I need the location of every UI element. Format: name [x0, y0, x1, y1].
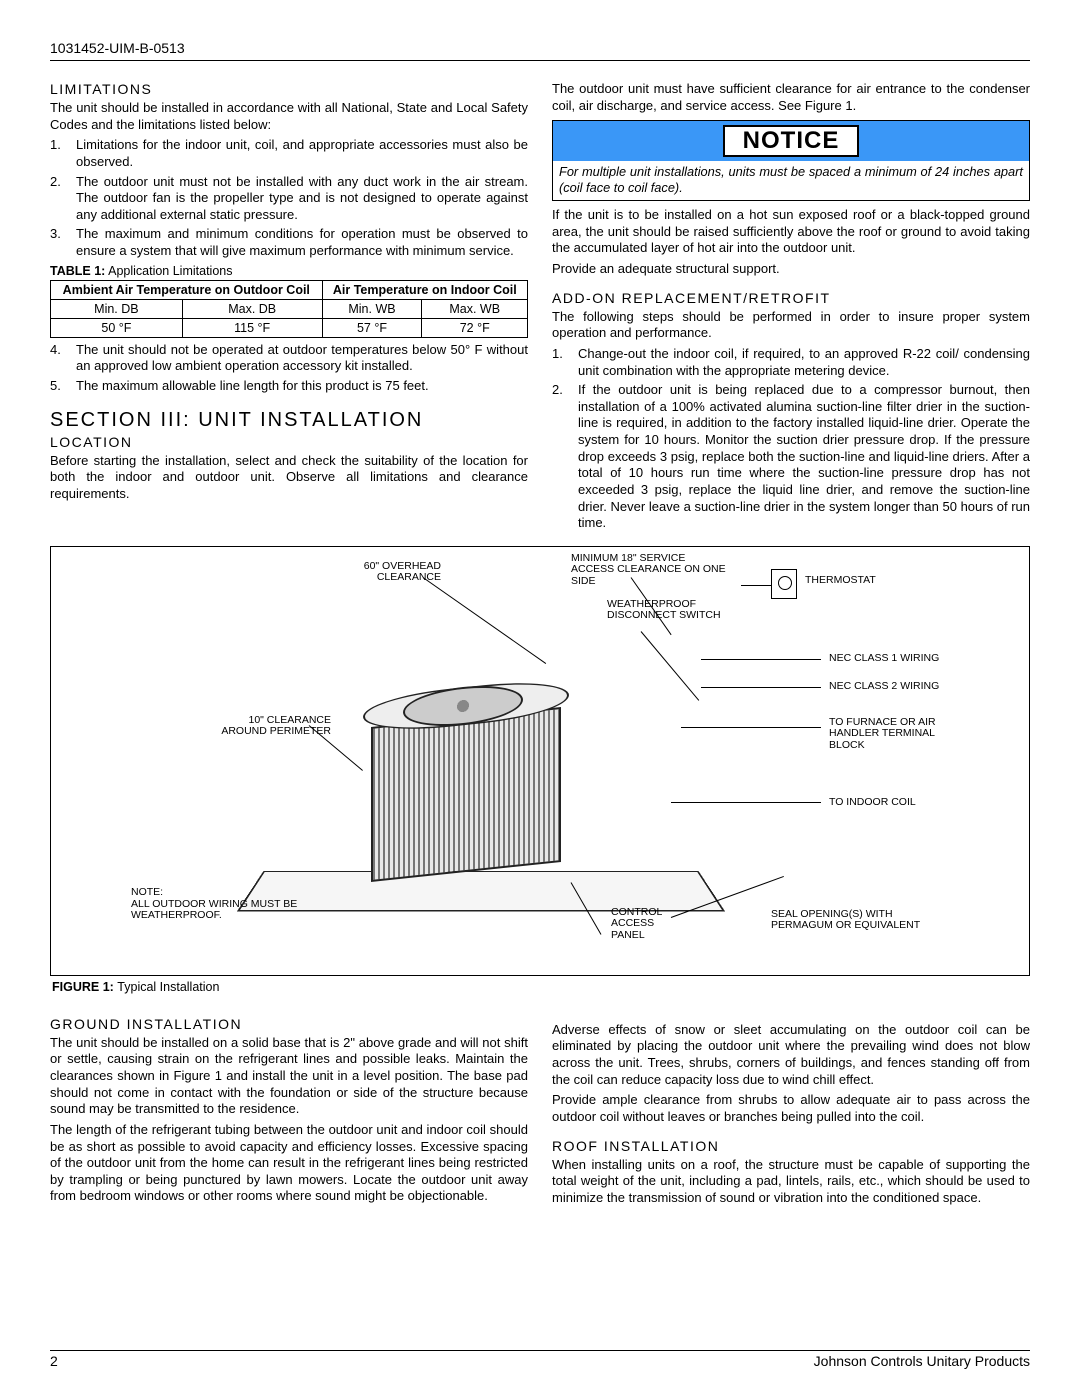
addon-list: 1.Change-out the indoor coil, if require…: [552, 346, 1030, 532]
adverse-p2: Provide ample clearance from shrubs to a…: [552, 1092, 1030, 1125]
figure-1: 60" OVERHEAD CLEARANCE MINIMUM 18" SERVI…: [50, 546, 1030, 976]
footer-company: Johnson Controls Unitary Products: [814, 1353, 1030, 1369]
li-text: Limitations for the indoor unit, coil, a…: [76, 137, 528, 169]
list-item: 1.Change-out the indoor coil, if require…: [576, 346, 1030, 379]
label-thermostat: THERMOSTAT: [805, 575, 876, 587]
label-control: CONTROL ACCESS PANEL: [611, 907, 681, 942]
notice-box: NOTICE For multiple unit installations, …: [552, 120, 1030, 201]
notice-text: For multiple unit installations, units m…: [553, 161, 1029, 200]
list-item: 4.The unit should not be operated at out…: [74, 342, 528, 375]
col-label: Min. DB: [51, 299, 183, 318]
label-nec2: NEC CLASS 2 WIRING: [829, 681, 939, 693]
li-text: The unit should not be operated at outdo…: [76, 342, 528, 374]
thermostat-icon: [771, 569, 797, 599]
label-perimeter: 10" CLEARANCE AROUND PERIMETER: [211, 715, 331, 738]
after-notice2: Provide an adequate structural support.: [552, 261, 1030, 278]
location-text: Before starting the installation, select…: [50, 453, 528, 503]
limitations-head: LIMITATIONS: [50, 81, 528, 97]
label-disconnect: WEATHERPROOF DISCONNECT SWITCH: [607, 599, 727, 622]
page-number: 2: [50, 1353, 58, 1369]
right-intro: The outdoor unit must have sufficient cl…: [552, 81, 1030, 114]
section3-head: SECTION III: UNIT INSTALLATION: [50, 409, 528, 432]
th-outdoor: Ambient Air Temperature on Outdoor Coil: [51, 280, 323, 299]
limitations-table: Ambient Air Temperature on Outdoor Coil …: [50, 280, 528, 338]
limitations-list: 1.Limitations for the indoor unit, coil,…: [50, 137, 528, 259]
label-service: MINIMUM 18" SERVICE ACCESS CLEARANCE ON …: [571, 553, 726, 588]
top-columns: LIMITATIONS The unit should be installed…: [50, 69, 1030, 536]
unit-body-shape: [371, 707, 561, 882]
roof-head: ROOF INSTALLATION: [552, 1138, 1030, 1154]
ground-p1: The unit should be installed on a solid …: [50, 1035, 528, 1118]
label-indoor: TO INDOOR COIL: [829, 797, 916, 809]
after-notice: If the unit is to be installed on a hot …: [552, 207, 1030, 257]
th-indoor: Air Temperature on Indoor Coil: [322, 280, 527, 299]
bottom-right-column: Adverse effects of snow or sleet accumul…: [552, 1004, 1030, 1211]
list-item: 5.The maximum allowable line length for …: [74, 378, 528, 395]
leader-line: [701, 659, 821, 660]
doc-id: 1031452-UIM-B-0513: [50, 40, 1030, 61]
location-head: LOCATION: [50, 434, 528, 450]
ground-head: GROUND INSTALLATION: [50, 1016, 528, 1032]
col-label: Max. DB: [182, 299, 322, 318]
label-note-body: ALL OUTDOOR WIRING MUST BE WEATHERPROOF.: [131, 899, 301, 922]
leader-line: [423, 577, 546, 664]
leader-line: [641, 631, 700, 701]
limitations-list-2: 4.The unit should not be operated at out…: [50, 342, 528, 395]
li-text: The maximum and minimum conditions for o…: [76, 226, 528, 258]
leader-line: [671, 802, 821, 803]
right-column: The outdoor unit must have sufficient cl…: [552, 69, 1030, 536]
li-text: The maximum allowable line length for th…: [76, 378, 429, 393]
ground-p2: The length of the refrigerant tubing bet…: [50, 1122, 528, 1205]
li-text: Change-out the indoor coil, if required,…: [578, 346, 1030, 378]
cell: 50 °F: [51, 318, 183, 337]
addon-head: ADD-ON REPLACEMENT/RETROFIT: [552, 290, 1030, 306]
table-caption-text: Application Limitations: [105, 264, 232, 278]
li-text: The outdoor unit must not be installed w…: [76, 174, 528, 222]
left-column: LIMITATIONS The unit should be installed…: [50, 69, 528, 536]
cell: 115 °F: [182, 318, 322, 337]
leader-line: [681, 727, 821, 728]
label-note-head: NOTE:: [131, 887, 163, 899]
figure-caption: FIGURE 1: Typical Installation: [52, 980, 1030, 994]
table-caption: TABLE 1: Application Limitations: [50, 264, 528, 278]
notice-tag: NOTICE: [723, 125, 860, 157]
figure-caption-bold: FIGURE 1:: [52, 980, 117, 994]
page-footer: 2 Johnson Controls Unitary Products: [50, 1350, 1030, 1369]
list-item: 2.The outdoor unit must not be installed…: [74, 174, 528, 224]
col-label: Max. WB: [422, 299, 528, 318]
col-label: Min. WB: [322, 299, 422, 318]
cell: 57 °F: [322, 318, 422, 337]
roof-p: When installing units on a roof, the str…: [552, 1157, 1030, 1207]
adverse-p1: Adverse effects of snow or sleet accumul…: [552, 1022, 1030, 1089]
list-item: 1.Limitations for the indoor unit, coil,…: [74, 137, 528, 170]
leader-line: [741, 585, 771, 586]
li-text: If the outdoor unit is being replaced du…: [578, 382, 1030, 530]
label-seal: SEAL OPENING(S) WITH PERMAGUM OR EQUIVAL…: [771, 909, 951, 932]
bottom-left-column: GROUND INSTALLATION The unit should be i…: [50, 1004, 528, 1211]
list-item: 3.The maximum and minimum conditions for…: [74, 226, 528, 259]
label-overhead: 60" OVERHEAD CLEARANCE: [351, 561, 441, 584]
leader-line: [701, 687, 821, 688]
limitations-intro: The unit should be installed in accordan…: [50, 100, 528, 133]
addon-intro: The following steps should be performed …: [552, 309, 1030, 342]
cell: 72 °F: [422, 318, 528, 337]
label-nec1: NEC CLASS 1 WIRING: [829, 653, 939, 665]
label-furnace: TO FURNACE OR AIR HANDLER TERMINAL BLOCK: [829, 717, 959, 752]
table-caption-bold: TABLE 1:: [50, 264, 105, 278]
notice-bar: NOTICE: [553, 121, 1029, 161]
figure-caption-text: Typical Installation: [117, 980, 219, 994]
list-item: 2.If the outdoor unit is being replaced …: [576, 382, 1030, 532]
bottom-columns: GROUND INSTALLATION The unit should be i…: [50, 1004, 1030, 1211]
